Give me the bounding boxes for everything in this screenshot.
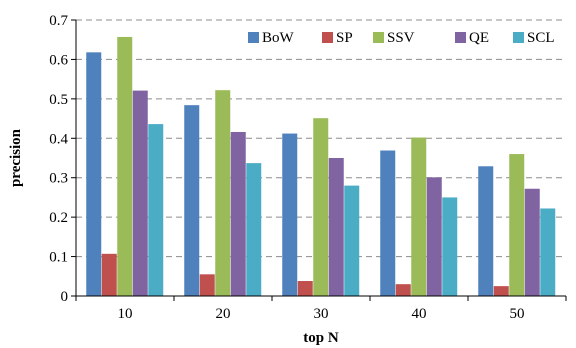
bar-sp-30 (297, 281, 313, 296)
y-axis-title: precision (8, 128, 24, 187)
legend-swatch-bow (248, 32, 259, 43)
y-tick-label: 0 (61, 289, 69, 305)
bar-ssv-50 (509, 154, 525, 296)
legend-swatch-qe (455, 32, 466, 43)
bar-sp-40 (395, 284, 411, 296)
legend-label-ssv: SSV (387, 30, 415, 46)
y-tick-label: 0.4 (49, 131, 68, 147)
legend-swatch-ssv (373, 32, 384, 43)
bar-qe-20 (230, 131, 246, 296)
bar-qe-30 (328, 158, 344, 296)
axes: 0 0.1 0.2 0.3 0.4 0.5 0.6 0.7 10 20 30 40 50 (49, 13, 567, 322)
x-tick-label: 20 (216, 306, 231, 322)
y-tick-label: 0.5 (49, 92, 68, 108)
y-tick-label: 0.3 (49, 171, 68, 187)
x-tick-label: 40 (412, 306, 427, 322)
legend: BoW SP SSV QE SCL (248, 30, 555, 46)
legend-label-sp: SP (336, 30, 353, 46)
bar-scl-30 (344, 185, 360, 296)
legend-label-bow: BoW (262, 30, 295, 46)
bar-scl-10 (148, 124, 164, 296)
bars (86, 36, 556, 297)
bar-qe-40 (426, 177, 442, 296)
bar-ssv-30 (313, 118, 329, 296)
bar-scl-40 (442, 197, 458, 296)
y-tick-label: 0.1 (49, 250, 68, 266)
legend-label-qe: QE (469, 30, 489, 46)
x-tick-label: 30 (314, 306, 329, 322)
y-tick-label: 0.6 (49, 52, 68, 68)
y-tick-label: 0.7 (49, 13, 68, 29)
bar-ssv-20 (215, 90, 231, 296)
bar-bow-50 (478, 166, 494, 296)
x-axis-title: top N (303, 330, 339, 346)
bar-qe-50 (524, 188, 540, 296)
bar-bow-40 (380, 150, 396, 296)
legend-label-scl: SCL (527, 30, 555, 46)
bar-bow-20 (184, 105, 200, 296)
bar-sp-10 (101, 253, 117, 296)
bar-scl-20 (246, 163, 262, 296)
legend-swatch-scl (513, 32, 524, 43)
bar-qe-10 (132, 90, 148, 296)
bar-scl-50 (540, 208, 556, 296)
x-tick-label: 10 (118, 306, 133, 322)
bar-ssv-10 (117, 36, 133, 296)
bar-bow-10 (86, 52, 102, 297)
legend-swatch-sp (322, 32, 333, 43)
bar-sp-50 (493, 286, 509, 296)
x-tick-label: 50 (510, 306, 525, 322)
bar-bow-30 (282, 133, 298, 296)
bar-sp-20 (199, 274, 215, 296)
bar-ssv-40 (411, 137, 427, 296)
y-tick-label: 0.2 (49, 210, 68, 226)
